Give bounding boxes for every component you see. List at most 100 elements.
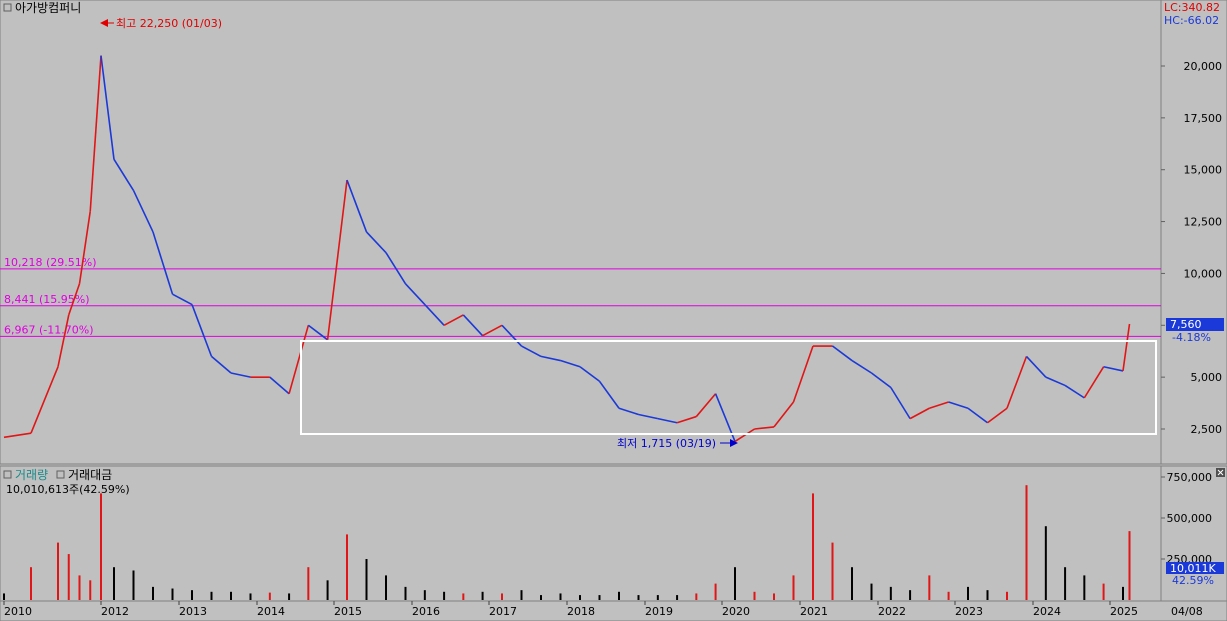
price-segment <box>89 55 102 212</box>
volume-bar <box>89 580 92 600</box>
arrow-right-icon <box>730 439 738 447</box>
volume-bar <box>559 593 562 600</box>
price-panel <box>0 0 1162 465</box>
price-segment <box>579 366 600 382</box>
price-segment <box>307 324 329 341</box>
volume-bar <box>210 591 213 600</box>
volume-bar <box>78 575 81 600</box>
x-tick-label: 2012 <box>101 605 129 618</box>
amount-toggle-icon[interactable] <box>56 470 65 479</box>
volume-bar <box>100 493 102 600</box>
volume-bar <box>967 586 969 600</box>
volume-bar <box>249 593 252 600</box>
x-tick-label: 2014 <box>257 605 285 618</box>
price-segment <box>230 372 251 378</box>
volume-bar <box>909 590 912 600</box>
volume-bar <box>947 591 950 600</box>
volume-info: 10,010,613주(42.59%) <box>6 483 130 496</box>
price-segment <box>890 387 911 420</box>
volume-bar <box>171 588 174 600</box>
max-annotation: 최고 22,250 (01/03) <box>116 17 222 30</box>
volume-bar <box>928 575 931 600</box>
stock-title: 아가방컴퍼니 <box>15 1 81 15</box>
price-segment <box>424 303 445 326</box>
volume-bar <box>365 559 368 600</box>
volume-bar <box>67 554 70 600</box>
volume-bar <box>831 542 834 600</box>
volume-tick-label: 500,000 <box>1167 512 1213 525</box>
price-segment <box>657 417 678 424</box>
fib-level-label: 10,218 (29.51%) <box>4 256 97 269</box>
volume-bar <box>230 591 232 600</box>
volume-toggle-icon[interactable] <box>3 470 12 479</box>
price-segment <box>871 372 892 389</box>
lc-label: LC:340.82 <box>1164 1 1220 14</box>
min-annotation: 최저 1,715 (03/19) <box>617 437 716 450</box>
price-segment <box>3 432 32 439</box>
volume-bar <box>346 534 348 600</box>
price-segment <box>1122 323 1131 372</box>
volume-bar <box>152 586 154 600</box>
volume-bar <box>637 595 640 600</box>
price-segment <box>269 376 290 395</box>
price-segment <box>113 158 135 191</box>
x-tick-label: 2025 <box>1110 605 1138 618</box>
x-tick-label: 2013 <box>179 605 207 618</box>
price-segment <box>365 231 387 254</box>
volume-bar <box>792 575 795 600</box>
price-axis-panel <box>1160 0 1227 465</box>
price-segment <box>1083 366 1105 399</box>
price-segment <box>404 283 426 306</box>
price-segment <box>734 428 755 443</box>
price-segment <box>482 324 503 337</box>
volume-bar <box>1006 591 1008 600</box>
volume-bar <box>30 567 32 600</box>
price-segment <box>792 345 814 403</box>
price-segment <box>30 366 59 434</box>
x-tick-label: 2022 <box>878 605 906 618</box>
x-tick-label: 2021 <box>800 605 828 618</box>
price-segment <box>1045 376 1066 387</box>
x-tick-label: 2019 <box>645 605 673 618</box>
volume-bar <box>773 593 775 600</box>
last-volume-pct: 42.59% <box>1172 574 1214 587</box>
volume-bar <box>481 591 484 600</box>
price-segment <box>1006 356 1028 409</box>
volume-bar <box>695 593 698 600</box>
price-segment <box>618 407 639 416</box>
price-segment <box>929 401 949 410</box>
price-segment <box>385 252 407 285</box>
volume-bar <box>326 580 329 600</box>
volume-bar <box>268 592 271 600</box>
hc-label: HC:-66.02 <box>1164 14 1219 27</box>
volume-bar <box>288 593 291 600</box>
price-segment <box>521 345 542 358</box>
price-segment <box>773 401 795 428</box>
volume-bar <box>714 583 717 600</box>
volume-bar <box>1083 575 1086 600</box>
price-segment <box>540 355 561 362</box>
x-tick-label: 2023 <box>955 605 983 618</box>
price-segment <box>832 345 853 362</box>
tab-amount[interactable]: 거래대금 <box>68 468 112 482</box>
price-segment <box>191 304 213 357</box>
price-segment <box>172 293 193 306</box>
last-price-badge <box>1166 318 1224 331</box>
close-icon[interactable] <box>1217 469 1224 476</box>
price-segment <box>501 324 523 347</box>
volume-bar <box>1122 586 1124 600</box>
price-segment <box>967 407 988 424</box>
fib-level-label: 6,967 (-11.70%) <box>4 323 93 336</box>
volume-bar <box>753 591 756 600</box>
volume-panel <box>0 465 1162 602</box>
price-segment <box>1064 384 1085 399</box>
tab-volume[interactable]: 거래량 <box>15 468 48 482</box>
volume-bar <box>579 595 581 600</box>
price-segment <box>78 211 92 284</box>
volume-bar <box>1044 526 1047 600</box>
panel-toggle-icon[interactable] <box>3 3 12 12</box>
date-label: 04/08 <box>1171 605 1203 618</box>
price-segment <box>462 314 484 337</box>
